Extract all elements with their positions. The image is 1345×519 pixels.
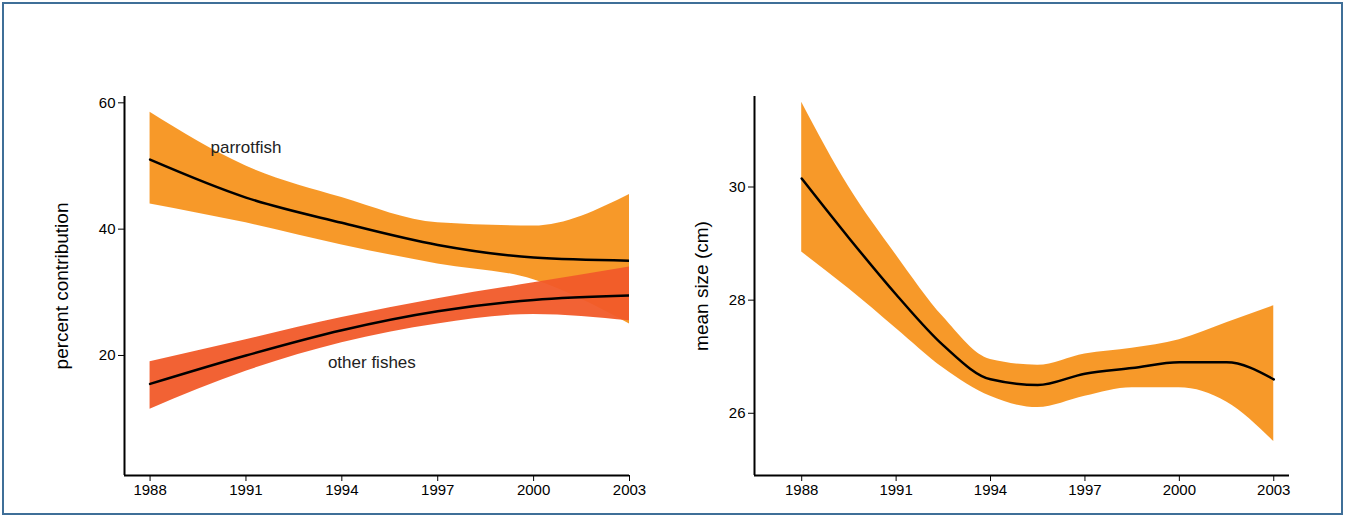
- svg-text:40: 40: [99, 220, 116, 237]
- svg-text:26: 26: [729, 404, 746, 421]
- svg-text:2003: 2003: [613, 481, 646, 498]
- svg-text:1994: 1994: [974, 481, 1007, 498]
- svg-text:30: 30: [729, 178, 746, 195]
- svg-text:mean size (cm): mean size (cm): [691, 221, 712, 351]
- svg-text:1988: 1988: [133, 481, 166, 498]
- svg-text:1991: 1991: [229, 481, 262, 498]
- svg-text:2003: 2003: [1257, 481, 1290, 498]
- svg-text:1988: 1988: [785, 481, 818, 498]
- svg-text:percent contribution: percent contribution: [51, 203, 72, 370]
- svg-text:1991: 1991: [879, 481, 912, 498]
- svg-text:28: 28: [729, 291, 746, 308]
- svg-text:2000: 2000: [1163, 481, 1196, 498]
- svg-text:other fishes: other fishes: [328, 353, 416, 372]
- svg-text:2000: 2000: [517, 481, 550, 498]
- svg-text:1997: 1997: [421, 481, 454, 498]
- svg-text:parrotfish: parrotfish: [211, 138, 282, 157]
- svg-text:20: 20: [99, 346, 116, 363]
- svg-text:1994: 1994: [325, 481, 358, 498]
- svg-text:1997: 1997: [1068, 481, 1101, 498]
- svg-text:60: 60: [99, 94, 116, 111]
